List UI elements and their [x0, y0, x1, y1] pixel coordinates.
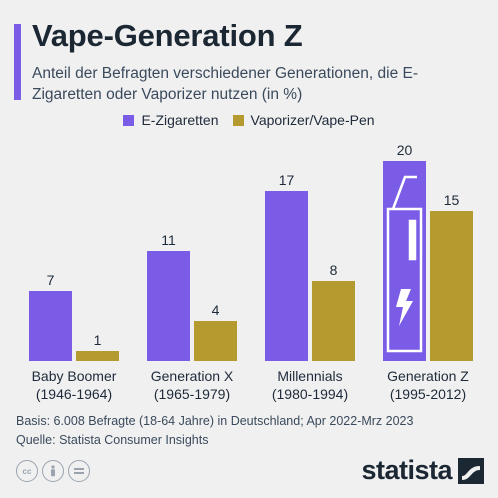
bar-e-zigaretten-0 [29, 291, 72, 361]
bar-e-zigaretten-1 [147, 251, 190, 361]
category-label-3-line-1: (1995-2012) [390, 386, 466, 402]
vape-pen-icon [386, 175, 423, 353]
category-label-3-line-0: Generation Z [387, 368, 469, 384]
creative-commons-icon: cc [16, 460, 38, 482]
bar-e-zigaretten-2 [265, 191, 308, 361]
bar-e-zigaretten-3 [383, 161, 426, 361]
category-label-1-line-1: (1965-1979) [154, 386, 230, 402]
legend-item-vaporizer: Vaporizer/Vape-Pen [232, 112, 375, 128]
legend-label-vaporizer: Vaporizer/Vape-Pen [250, 112, 375, 128]
category-label-0-line-0: Baby Boomer [32, 368, 117, 384]
chart-title: Vape-Generation Z [32, 18, 303, 53]
bar-vaporizer-0 [76, 351, 119, 361]
data-label-vaporizer-1: 4 [212, 302, 220, 318]
no-derivatives-icon [68, 460, 90, 482]
data-label-e-zigaretten-2: 17 [279, 172, 295, 188]
category-label-1-line-0: Generation X [151, 368, 234, 384]
statista-logo: statista [361, 455, 484, 486]
data-label-e-zigaretten-0: 7 [47, 272, 55, 288]
legend-swatch-e-zigaretten [123, 114, 135, 126]
data-label-vaporizer-3: 15 [444, 192, 460, 208]
data-label-e-zigaretten-3: 20 [397, 142, 413, 158]
data-label-vaporizer-0: 1 [94, 332, 102, 348]
data-label-e-zigaretten-1: 11 [161, 232, 176, 248]
legend-swatch-vaporizer [232, 114, 244, 126]
footer-basis: Basis: 6.008 Befragte (18-64 Jahre) in D… [16, 414, 414, 428]
attribution-icon [42, 460, 64, 482]
footer-source: Quelle: Statista Consumer Insights [16, 433, 209, 447]
footer: Basis: 6.008 Befragte (18-64 Jahre) in D… [16, 412, 413, 450]
category-label-2-line-0: Millennials [277, 368, 342, 384]
legend-label-e-zigaretten: E-Zigaretten [141, 112, 219, 128]
bar-chart: 7 1 Baby Boomer (1946-1964) 11 4 Generation X (… [29, 142, 473, 402]
legend: E-Zigaretten Vaporizer/Vape-Pen [0, 112, 498, 128]
chart-subtitle: Anteil der Befragten verschiedener Gener… [32, 65, 419, 103]
bar-vaporizer-3 [430, 211, 473, 361]
category-label-0-line-1: (1946-1964) [36, 386, 112, 402]
statista-logo-icon [458, 457, 484, 484]
category-label-2-line-1: (1980-1994) [272, 386, 348, 402]
title-accent-bar [14, 24, 21, 100]
bar-vaporizer-2 [312, 281, 355, 361]
legend-item-e-zigaretten: E-Zigaretten [123, 112, 219, 128]
statista-logo-text: statista [361, 455, 452, 485]
bar-vaporizer-1 [194, 321, 237, 361]
data-label-vaporizer-2: 8 [330, 262, 338, 278]
license-icons: cc [16, 460, 90, 482]
